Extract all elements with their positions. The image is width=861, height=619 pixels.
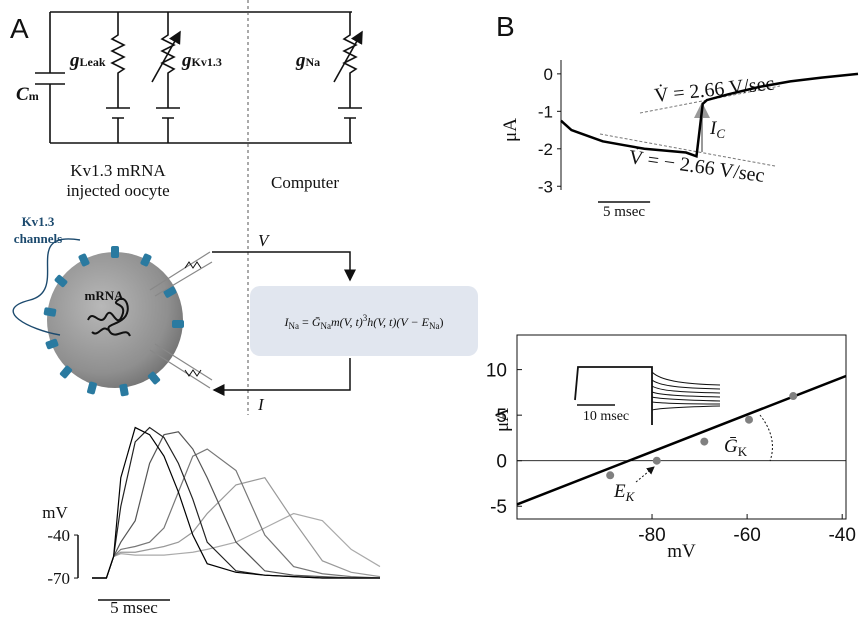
v-wire — [212, 251, 356, 282]
y-tick-label: -1 — [538, 102, 553, 121]
channels-label: Kv1.3 — [22, 214, 55, 229]
voltage-trace — [92, 448, 381, 579]
slope-arc — [759, 414, 773, 462]
channels-label: channels — [14, 231, 62, 246]
rise-label: V̇ = 2.66 V/sec — [653, 71, 775, 107]
v-label: V — [258, 231, 271, 250]
y-tick-label: -40 — [47, 526, 70, 545]
ek-arrow — [635, 466, 655, 483]
equation: INa = ḠNam(V, t)3h(V, t)(V − ENa) — [284, 313, 444, 331]
y-axis-label: μA — [500, 118, 521, 142]
scale-bar-label: 5 msec — [603, 204, 645, 220]
y-axis-label: mV — [42, 503, 68, 522]
oocyte-label: Kv1.3 mRNA — [70, 161, 166, 180]
oocyte-label: injected oocyte — [66, 181, 169, 200]
equation-box — [250, 286, 478, 356]
gleak-label: gLeak — [69, 50, 106, 71]
panel-label: A — [10, 13, 29, 44]
inset-trace — [574, 366, 721, 425]
x-tick-label: -40 — [828, 525, 855, 546]
y-tick-label: -5 — [490, 497, 507, 518]
plot-frame — [516, 334, 847, 520]
x-axis-label: mV — [667, 541, 696, 562]
gk-label: ḠK — [724, 436, 748, 459]
ek-label: EK — [613, 481, 636, 504]
voltage-trace — [92, 426, 380, 579]
panel-label: B — [496, 11, 515, 42]
y-tick-label: -2 — [538, 140, 553, 159]
y-tick-label: -3 — [538, 177, 553, 196]
y-tick-label: 10 — [486, 361, 507, 382]
y-tick-label: 0 — [496, 452, 507, 473]
voltage-trace — [92, 477, 381, 579]
y-tick-label: 5 — [496, 406, 507, 427]
i-label: I — [257, 395, 265, 414]
y-tick-label: 0 — [544, 65, 553, 84]
data-point — [652, 456, 661, 465]
circuit — [35, 11, 363, 144]
x-tick-label: -60 — [733, 525, 760, 546]
voltage-trace — [92, 512, 381, 579]
mrna-label: mRNA — [85, 288, 125, 303]
gna-label: gNa — [295, 50, 320, 71]
scale-bar-label: 5 msec — [110, 598, 158, 617]
oocyte — [12, 238, 213, 397]
cm-label: Cm — [16, 84, 39, 105]
data-point — [745, 415, 754, 424]
i-wire — [212, 358, 351, 396]
scale-bar-label: 10 msec — [583, 409, 629, 424]
data-point — [700, 437, 709, 446]
computer-label: Computer — [271, 173, 339, 192]
y-axis-label: μA — [492, 408, 513, 432]
ic-label: IC — [709, 118, 725, 141]
gkv-label: gKv1.3 — [181, 50, 222, 71]
y-tick-label: -70 — [47, 569, 70, 588]
voltage-trace — [92, 431, 380, 579]
data-point — [789, 392, 798, 401]
data-point — [606, 471, 615, 480]
current-trace — [560, 72, 859, 158]
x-tick-label: -80 — [638, 525, 665, 546]
